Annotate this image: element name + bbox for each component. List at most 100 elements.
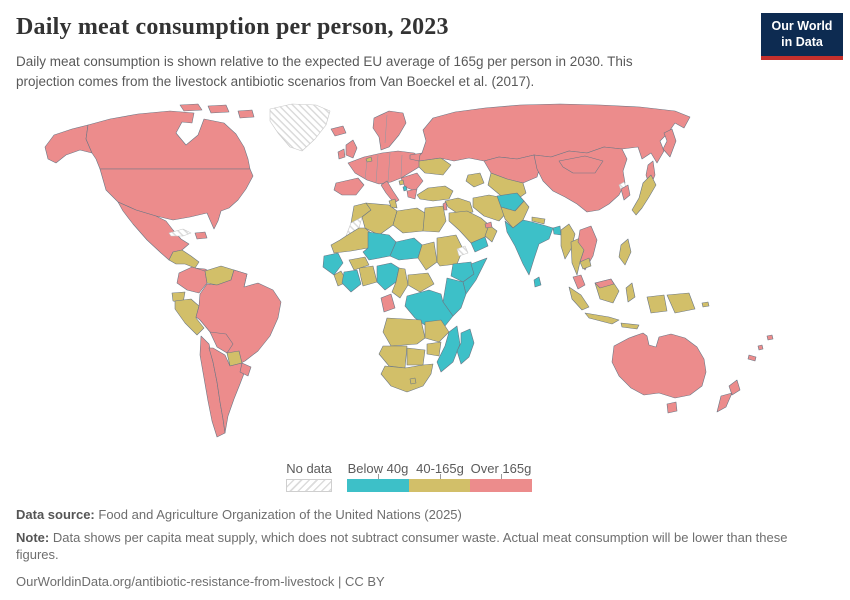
region-malaysia[interactable] [572, 274, 586, 290]
region-uk[interactable] [345, 139, 358, 159]
region-argentina[interactable] [208, 347, 246, 434]
region-fiji[interactable] [766, 334, 774, 341]
region-nepal[interactable] [531, 216, 546, 225]
region-tasmania[interactable] [666, 401, 678, 414]
legend-swatch-40-165g[interactable] [409, 479, 470, 492]
legend-swatch-over-165g[interactable] [470, 479, 532, 492]
region-india[interactable] [504, 219, 554, 276]
region-bolivia[interactable] [209, 331, 234, 354]
region-java[interactable] [584, 312, 620, 325]
region-libya[interactable] [392, 207, 426, 234]
region-burkina-faso[interactable] [348, 256, 370, 271]
region-solomon[interactable] [701, 301, 710, 308]
region-benelux[interactable] [365, 156, 373, 163]
region-egypt[interactable] [422, 205, 447, 233]
region-lesotho[interactable] [409, 377, 417, 385]
region-uruguay[interactable] [239, 362, 252, 377]
citation-link[interactable]: OurWorldinData.org/antibiotic-resistance… [16, 573, 335, 589]
region-syria-iraq[interactable] [444, 197, 474, 216]
region-ivory-coast[interactable] [341, 269, 362, 293]
license-text: CC BY [344, 573, 385, 589]
region-vanuatu[interactable] [757, 344, 764, 351]
region-borneo-malaysia[interactable] [594, 278, 615, 289]
region-ireland[interactable] [337, 148, 346, 160]
region-south-korea[interactable] [620, 184, 631, 201]
region-angola[interactable] [382, 317, 426, 347]
region-lesser-sunda[interactable] [620, 322, 640, 330]
region-yemen[interactable] [470, 236, 489, 253]
region-oman[interactable] [484, 224, 498, 243]
europe-inner-border [364, 114, 403, 184]
region-mali[interactable] [362, 231, 397, 261]
region-arctic-island[interactable] [207, 104, 230, 114]
region-peru[interactable] [174, 298, 205, 336]
region-botswana[interactable] [406, 347, 426, 366]
region-car[interactable] [407, 272, 435, 293]
region-kamchatka[interactable] [662, 128, 677, 158]
region-colombia[interactable] [176, 266, 208, 294]
region-albania[interactable] [402, 185, 408, 192]
region-balkans[interactable] [400, 172, 424, 192]
region-australia[interactable] [611, 332, 707, 399]
region-sri-lanka[interactable] [533, 276, 542, 288]
region-west-papua[interactable] [646, 294, 668, 314]
region-hispaniola[interactable] [194, 231, 208, 240]
region-zimbabwe[interactable] [426, 341, 442, 357]
legend-label-over-165g: Over 165g [470, 461, 532, 476]
region-canada[interactable] [85, 110, 251, 170]
region-myanmar[interactable] [560, 223, 576, 260]
region-drc[interactable] [404, 289, 454, 329]
region-greece[interactable] [406, 188, 418, 200]
region-alaska[interactable] [44, 124, 93, 164]
owid-logo-line1: Our World [771, 19, 833, 33]
region-greenland[interactable] [269, 103, 331, 152]
region-italy[interactable] [380, 180, 400, 204]
region-iberia[interactable] [333, 177, 365, 196]
region-mauritania[interactable] [330, 227, 373, 254]
region-bangladesh[interactable] [552, 225, 562, 236]
region-namibia[interactable] [378, 345, 408, 369]
owid-logo[interactable]: Our World in Data [761, 13, 843, 61]
world-choropleth-map [30, 103, 790, 448]
region-vietnam[interactable] [577, 225, 598, 271]
region-south-africa[interactable] [380, 363, 434, 393]
region-sulawesi[interactable] [625, 282, 636, 303]
region-zambia[interactable] [424, 319, 450, 343]
note-row: Note: Data shows per capita meat supply,… [16, 529, 794, 564]
region-pakistan[interactable] [500, 200, 530, 229]
region-gabon[interactable] [380, 293, 396, 313]
region-ghana[interactable] [358, 265, 378, 287]
region-madagascar[interactable] [456, 328, 475, 365]
region-philippines[interactable] [618, 238, 632, 266]
region-iceland[interactable] [330, 125, 347, 137]
region-central-america[interactable] [168, 249, 200, 269]
legend-no-data-swatch[interactable] [286, 479, 332, 492]
region-scandinavia[interactable] [372, 110, 407, 151]
region-cambodia[interactable] [579, 257, 592, 270]
region-mozambique[interactable] [436, 325, 461, 373]
region-russia[interactable] [418, 103, 691, 164]
region-sumatra[interactable] [568, 286, 590, 311]
region-cuba[interactable] [168, 228, 192, 237]
region-new-caledonia[interactable] [747, 354, 757, 362]
region-nz-north[interactable] [728, 379, 741, 396]
region-china[interactable] [533, 146, 628, 213]
region-turkey[interactable] [416, 185, 454, 202]
region-bosnia[interactable] [398, 179, 405, 186]
legend-swatch-below-40g[interactable] [347, 479, 409, 492]
region-arctic-island[interactable] [237, 109, 255, 119]
region-uae[interactable] [484, 221, 493, 229]
region-arctic-island[interactable] [179, 103, 203, 112]
region-mongolia[interactable] [558, 155, 604, 174]
region-nz-south[interactable] [716, 392, 733, 413]
region-tunisia[interactable] [388, 198, 398, 209]
region-japan[interactable] [631, 174, 657, 216]
region-usa[interactable] [99, 168, 254, 230]
region-caucasus[interactable] [465, 172, 485, 188]
note-label: Note: [16, 529, 50, 545]
region-senegal-guinea[interactable] [322, 252, 344, 276]
region-chad[interactable] [417, 241, 438, 271]
region-png[interactable] [666, 292, 696, 314]
region-eritrea[interactable] [456, 245, 469, 257]
world-map-svg [44, 103, 774, 438]
